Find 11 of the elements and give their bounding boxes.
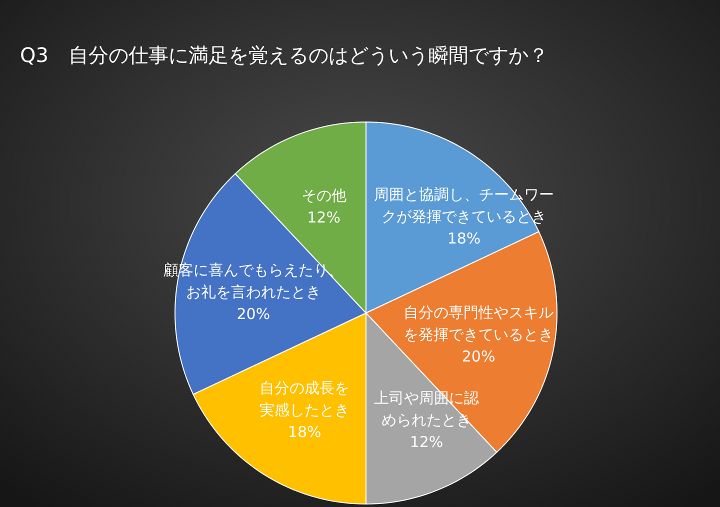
data-label: 20% xyxy=(462,348,496,366)
slice-label: 周囲と協調し、チームワークが発揮できているとき xyxy=(374,185,554,226)
data-label: 12% xyxy=(410,432,444,451)
slice-label: その他 xyxy=(301,186,346,205)
data-label: 18% xyxy=(447,229,481,248)
data-label: 18% xyxy=(288,423,322,442)
slice-label: 自分の成長を実感したとき xyxy=(260,379,350,420)
slice-label: 自分の専門性やスキルを発揮できているとき xyxy=(404,304,554,344)
data-label: 20% xyxy=(236,304,270,323)
chart-title: Q3 自分の仕事に満足を覚えるのはどういう瞬間ですか？ xyxy=(20,43,548,67)
data-label: 12% xyxy=(307,208,340,227)
